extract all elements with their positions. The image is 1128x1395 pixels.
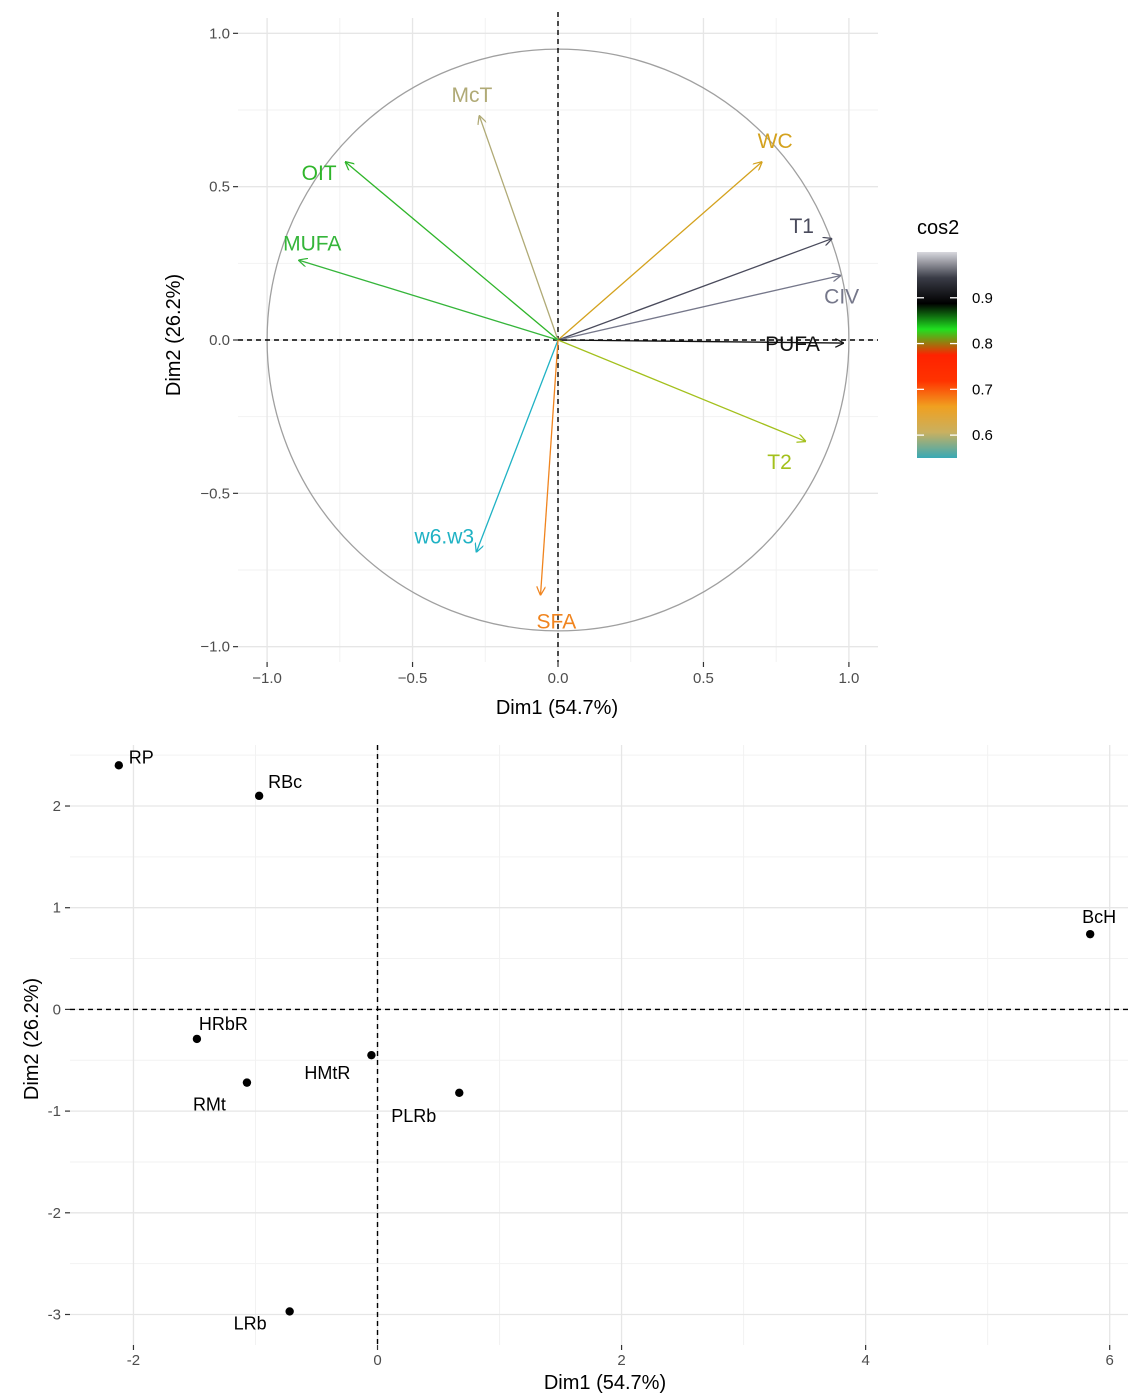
point-label: LRb [234, 1313, 267, 1333]
y-tick-label: −0.5 [200, 485, 230, 502]
variable-label: T2 [767, 451, 792, 474]
point-hrbr [192, 1034, 202, 1044]
legend-tick-label: 0.7 [972, 381, 993, 398]
y-tick-label: -3 [48, 1306, 61, 1323]
y-tick-label: 1 [53, 900, 61, 917]
x-tick-label: 2 [617, 1352, 625, 1369]
individuals-plot-reference-lines [70, 745, 1128, 1345]
point-rmt [242, 1078, 252, 1087]
arrow-mufa [299, 260, 559, 341]
y-tick-label: 0.5 [209, 179, 230, 196]
variables-x-axis-title: Dim1 (54.7%) [496, 697, 618, 719]
x-tick-label: 4 [861, 1352, 869, 1369]
individuals-y-axis-title: Dim2 (26.2%) [21, 978, 43, 1100]
variable-label: T1 [789, 215, 814, 238]
variables-plot-ticks: −1.0 −0.5 0.0 0.5 1.0 −1.0 −0.5 0.0 0.5 1.0 [200, 25, 859, 687]
arrow-mct [479, 116, 559, 341]
variables-plot: McT WC OIT T1 MUFA CIV PUFA T2 w6.w3 SFA −1.0 −0.5… [163, 12, 878, 719]
point-label: RP [129, 747, 154, 767]
y-tick-label: 0.0 [209, 332, 230, 349]
arrow-oit [346, 162, 559, 341]
legend-tick-label: 0.9 [972, 290, 993, 307]
legend-colorbar [917, 252, 957, 458]
point-label: BcH [1082, 907, 1116, 927]
arrow-wc [557, 162, 762, 341]
individuals-plot: RP RBc BcH HRbR RMt HMtR PLRb LRb -2 0 2 4 6 -3 -2 -1 0… [21, 745, 1128, 1394]
point-label: PLRb [391, 1106, 436, 1126]
y-tick-label: 0 [53, 1001, 61, 1018]
point-label: HMtR [304, 1063, 350, 1083]
point-lrb [285, 1307, 294, 1316]
point-rp [114, 761, 124, 770]
point-plrb [455, 1088, 464, 1097]
cos2-legend: cos2 0.9 0.8 0.7 0.6 [917, 217, 993, 458]
variable-label: McT [451, 84, 492, 107]
variable-labels: McT WC OIT T1 MUFA CIV PUFA T2 w6.w3 SFA [283, 84, 859, 633]
arrow-t2 [557, 339, 805, 441]
variable-label: CIV [824, 286, 859, 309]
x-tick-label: 0.0 [548, 670, 569, 687]
individual-labels: RP RBc BcH HRbR RMt HMtR PLRb LRb [129, 747, 1116, 1333]
arrow-sfa [541, 339, 559, 595]
variable-label: SFA [537, 611, 577, 634]
variable-label: PUFA [765, 333, 820, 356]
variables-y-axis-title: Dim2 (26.2%) [163, 274, 185, 396]
variable-arrows [299, 116, 843, 594]
point-bch [1085, 929, 1095, 939]
arrow-w6w3 [477, 339, 559, 552]
individuals-plot-ticks: -2 0 2 4 6 -3 -2 -1 0 1 2 [48, 798, 1114, 1369]
variable-label: w6.w3 [414, 526, 475, 549]
y-tick-label: 2 [53, 798, 61, 815]
x-tick-label: 6 [1106, 1352, 1114, 1369]
point-label: HRbR [199, 1014, 248, 1034]
legend-ticks: 0.9 0.8 0.7 0.6 [917, 290, 993, 444]
legend-tick-label: 0.8 [972, 336, 993, 353]
individuals-x-axis-title: Dim1 (54.7%) [544, 1372, 666, 1394]
arrow-t1 [557, 239, 831, 341]
point-hmtr [367, 1050, 376, 1060]
variable-label: MUFA [283, 232, 341, 255]
y-tick-label: −1.0 [200, 639, 230, 656]
x-tick-label: 0.5 [693, 670, 714, 687]
x-tick-label: −1.0 [252, 670, 282, 687]
x-tick-label: −0.5 [398, 670, 428, 687]
variable-label: OIT [302, 162, 337, 185]
legend-title: cos2 [917, 217, 959, 239]
point-label: RMt [193, 1095, 226, 1115]
x-tick-label: 0 [373, 1352, 381, 1369]
x-tick-label: -2 [127, 1352, 140, 1369]
individual-points [114, 761, 1095, 1316]
y-tick-label: -2 [48, 1205, 61, 1222]
arrow-civ [557, 276, 840, 341]
individuals-plot-grid [70, 745, 1128, 1345]
legend-tick-label: 0.6 [972, 427, 993, 444]
x-tick-label: 1.0 [838, 670, 859, 687]
point-rbc [254, 791, 264, 801]
y-tick-label: -1 [48, 1103, 61, 1120]
y-tick-label: 1.0 [209, 25, 230, 42]
variable-label: WC [758, 130, 793, 153]
point-label: RBc [268, 772, 302, 792]
arrow-pufa [557, 340, 843, 343]
